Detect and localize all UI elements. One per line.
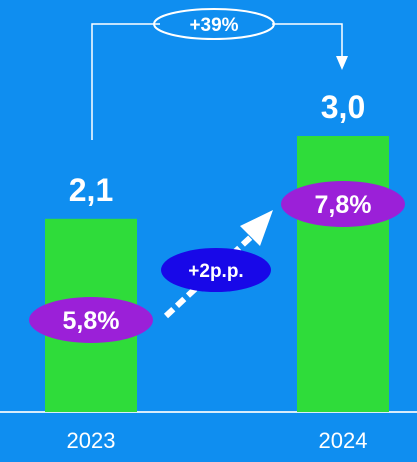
growth-pill: +39% <box>153 8 275 40</box>
growth-connector-right <box>272 23 343 58</box>
growth-connector <box>91 23 160 140</box>
bar-2024 <box>297 136 389 412</box>
share-label-2024: 7,8% <box>315 191 372 219</box>
x-tick-label-2024: 2024 <box>319 428 368 453</box>
share-pill-2023 <box>29 297 153 343</box>
growth-arrowhead <box>336 56 348 70</box>
share-change-pill: +2p.p. <box>161 248 271 292</box>
value-label-2023: 2,1 <box>69 172 113 208</box>
share-label-2023: 5,8% <box>63 307 120 335</box>
share-change-label: +2p.p. <box>188 261 243 282</box>
share-pill-2024 <box>281 181 405 227</box>
value-label-2024: 3,0 <box>321 89 365 125</box>
share-change-arrow <box>163 210 273 319</box>
x-tick-label-2023: 2023 <box>67 428 116 453</box>
growth-label: +39% <box>189 15 238 36</box>
